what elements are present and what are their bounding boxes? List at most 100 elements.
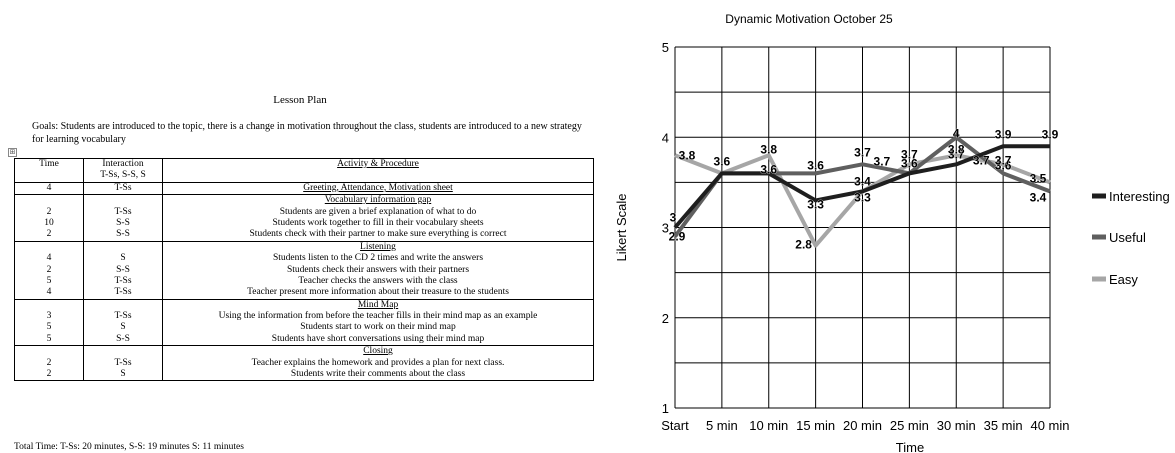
interaction-cell: T-Ss S bbox=[83, 345, 163, 382]
activity-cell: Greeting, Attendance, Motivation sheet bbox=[162, 181, 594, 196]
time-cell: 4 bbox=[14, 181, 84, 196]
x-tick-label: Start bbox=[661, 418, 689, 433]
legend-label: Useful bbox=[1109, 230, 1146, 245]
interaction-value: S bbox=[120, 369, 126, 380]
data-label: 3.6 bbox=[807, 158, 824, 172]
activity-value: Teacher present more information about t… bbox=[247, 287, 509, 298]
activity-value: Students listen to the CD 2 times and wr… bbox=[272, 253, 484, 264]
legend-swatch-useful bbox=[1092, 234, 1106, 240]
interaction-value: T-Ss bbox=[114, 287, 132, 298]
time-value: 4 bbox=[46, 253, 52, 264]
time-cell: 2 10 2 bbox=[14, 194, 84, 242]
data-label: 3.7 bbox=[973, 153, 990, 167]
time-value: 2 bbox=[46, 369, 52, 380]
time-value: 2 bbox=[46, 264, 52, 275]
x-tick-label: 30 min bbox=[937, 418, 976, 433]
interaction-value: T-Ss bbox=[114, 206, 132, 217]
table-row: 2 10 2 T-Ss S-S S-S Vocabulary information gap… bbox=[14, 194, 594, 242]
motivation-chart: Dynamic Motivation October 25 1 2 3 4 5 Start 5… bbox=[600, 0, 1175, 453]
interaction-value: T-Ss bbox=[114, 182, 132, 193]
x-tick-label: 15 min bbox=[796, 418, 835, 433]
activity-value: Students are given a brief explanation o… bbox=[279, 206, 477, 217]
data-label: 3.6 bbox=[901, 156, 918, 170]
data-label: 3.6 bbox=[760, 162, 777, 176]
activity-value: Students work together to fill in their … bbox=[272, 217, 484, 228]
header-activity: Activity & Procedure bbox=[162, 158, 594, 183]
data-label: 3.6 bbox=[995, 158, 1012, 172]
legend-swatch-interesting bbox=[1092, 193, 1106, 199]
table-row: 4 T-Ss Greeting, Attendance, Motivation sh… bbox=[14, 181, 594, 196]
section-heading: Mind Map bbox=[357, 299, 399, 310]
x-tick-label: 35 min bbox=[984, 418, 1023, 433]
data-label: 3.7 bbox=[995, 153, 1012, 167]
activity-value: Students check with their partner to mak… bbox=[249, 229, 507, 240]
data-label: 2.8 bbox=[795, 238, 812, 252]
data-label: 2.9 bbox=[669, 230, 686, 244]
activity-value: Students write their comments about the … bbox=[290, 369, 466, 380]
lesson-plan-title: Lesson Plan bbox=[273, 94, 327, 106]
y-tick-label: 5 bbox=[662, 40, 669, 55]
expand-icon[interactable]: ⊞ bbox=[8, 148, 17, 157]
interaction-value: S-S bbox=[116, 333, 130, 344]
interaction-value: S bbox=[120, 322, 126, 333]
x-tick-label: 40 min bbox=[1030, 418, 1069, 433]
data-label: 3.5 bbox=[1030, 171, 1047, 185]
data-label: 3.9 bbox=[995, 127, 1012, 141]
header-time: Time bbox=[14, 158, 84, 183]
y-tick-label: 2 bbox=[662, 311, 669, 326]
interaction-cell: T-Ss bbox=[83, 181, 163, 196]
total-time: Total Time: T-Ss: 20 minutes, S-S: 19 mi… bbox=[14, 442, 244, 452]
section-heading: Vocabulary information gap bbox=[324, 195, 432, 206]
activity-value: Students start to work on their mind map bbox=[300, 322, 456, 333]
data-label: 3.8 bbox=[679, 148, 696, 162]
lesson-plan-document: Lesson Plan Goals: Students are introduc… bbox=[8, 94, 594, 452]
activity-cell: Mind Map Using the information from befor… bbox=[162, 298, 594, 347]
data-label: 3.7 bbox=[854, 145, 871, 159]
table-header-row: Time Interaction T-Ss, S-S, S Activity &… bbox=[14, 158, 594, 183]
data-label: 3.8 bbox=[948, 142, 965, 156]
data-label: 3.7 bbox=[901, 147, 918, 161]
time-value: 5 bbox=[46, 275, 52, 286]
data-label: 3.6 bbox=[714, 154, 731, 168]
legend-label: Interesting bbox=[1109, 189, 1170, 204]
data-label: 3 bbox=[670, 211, 677, 225]
activity-value: Students check their answers with their … bbox=[286, 264, 470, 275]
activity-cell: Vocabulary information gap Students are g… bbox=[162, 194, 594, 242]
interaction-value: S-S bbox=[116, 217, 130, 228]
header-interaction-types: T-Ss, S-S, S bbox=[100, 170, 146, 181]
data-label: 3.3 bbox=[807, 197, 824, 211]
activity-value: Teacher explains the homework and provid… bbox=[251, 357, 505, 368]
series-line-interesting bbox=[673, 144, 1050, 229]
y-tick-label: 3 bbox=[662, 221, 669, 236]
time-value: 4 bbox=[46, 287, 52, 298]
section-heading: Closing bbox=[363, 346, 393, 357]
time-value: 4 bbox=[46, 182, 52, 193]
x-tick-label: 10 min bbox=[749, 418, 788, 433]
time-value: 5 bbox=[46, 333, 52, 344]
activity-cell: Listening Students listen to the CD 2 tim… bbox=[162, 240, 594, 300]
table-row: 4 2 5 4 S S-S T-Ss T-Ss Listening Students listen… bbox=[14, 240, 594, 300]
header-interaction-label: Interaction bbox=[102, 159, 144, 169]
time-value: 5 bbox=[46, 322, 52, 333]
time-value: 3 bbox=[46, 311, 52, 322]
interaction-value: S-S bbox=[116, 264, 130, 275]
activity-cell: Closing Teacher explains the homework and… bbox=[162, 345, 594, 382]
legend-swatch-easy bbox=[1092, 276, 1106, 282]
legend-label: Easy bbox=[1109, 272, 1138, 287]
chart-svg: Dynamic Motivation October 25 1 2 3 4 5 Start 5… bbox=[614, 12, 1170, 453]
table-row: 3 5 5 T-Ss S S-S Mind Map Using the information… bbox=[14, 298, 594, 347]
section-heading: Listening bbox=[360, 241, 396, 252]
header-interaction: Interaction T-Ss, S-S, S bbox=[83, 158, 163, 183]
chart-title: Dynamic Motivation October 25 bbox=[725, 12, 893, 26]
lesson-plan-table: Time Interaction T-Ss, S-S, S Activity &… bbox=[14, 158, 594, 382]
data-label: 4 bbox=[953, 126, 960, 140]
interaction-value: S bbox=[120, 253, 126, 264]
interaction-value: S-S bbox=[116, 229, 130, 240]
interaction-cell: T-Ss S-S S-S bbox=[83, 194, 163, 242]
data-label: 3.9 bbox=[1042, 127, 1059, 141]
table-row: 2 2 T-Ss S Closing Teacher explains the homew… bbox=[14, 345, 594, 382]
x-axis-label: Time bbox=[896, 440, 924, 453]
activity-value: Students have short conversations using … bbox=[271, 333, 485, 344]
